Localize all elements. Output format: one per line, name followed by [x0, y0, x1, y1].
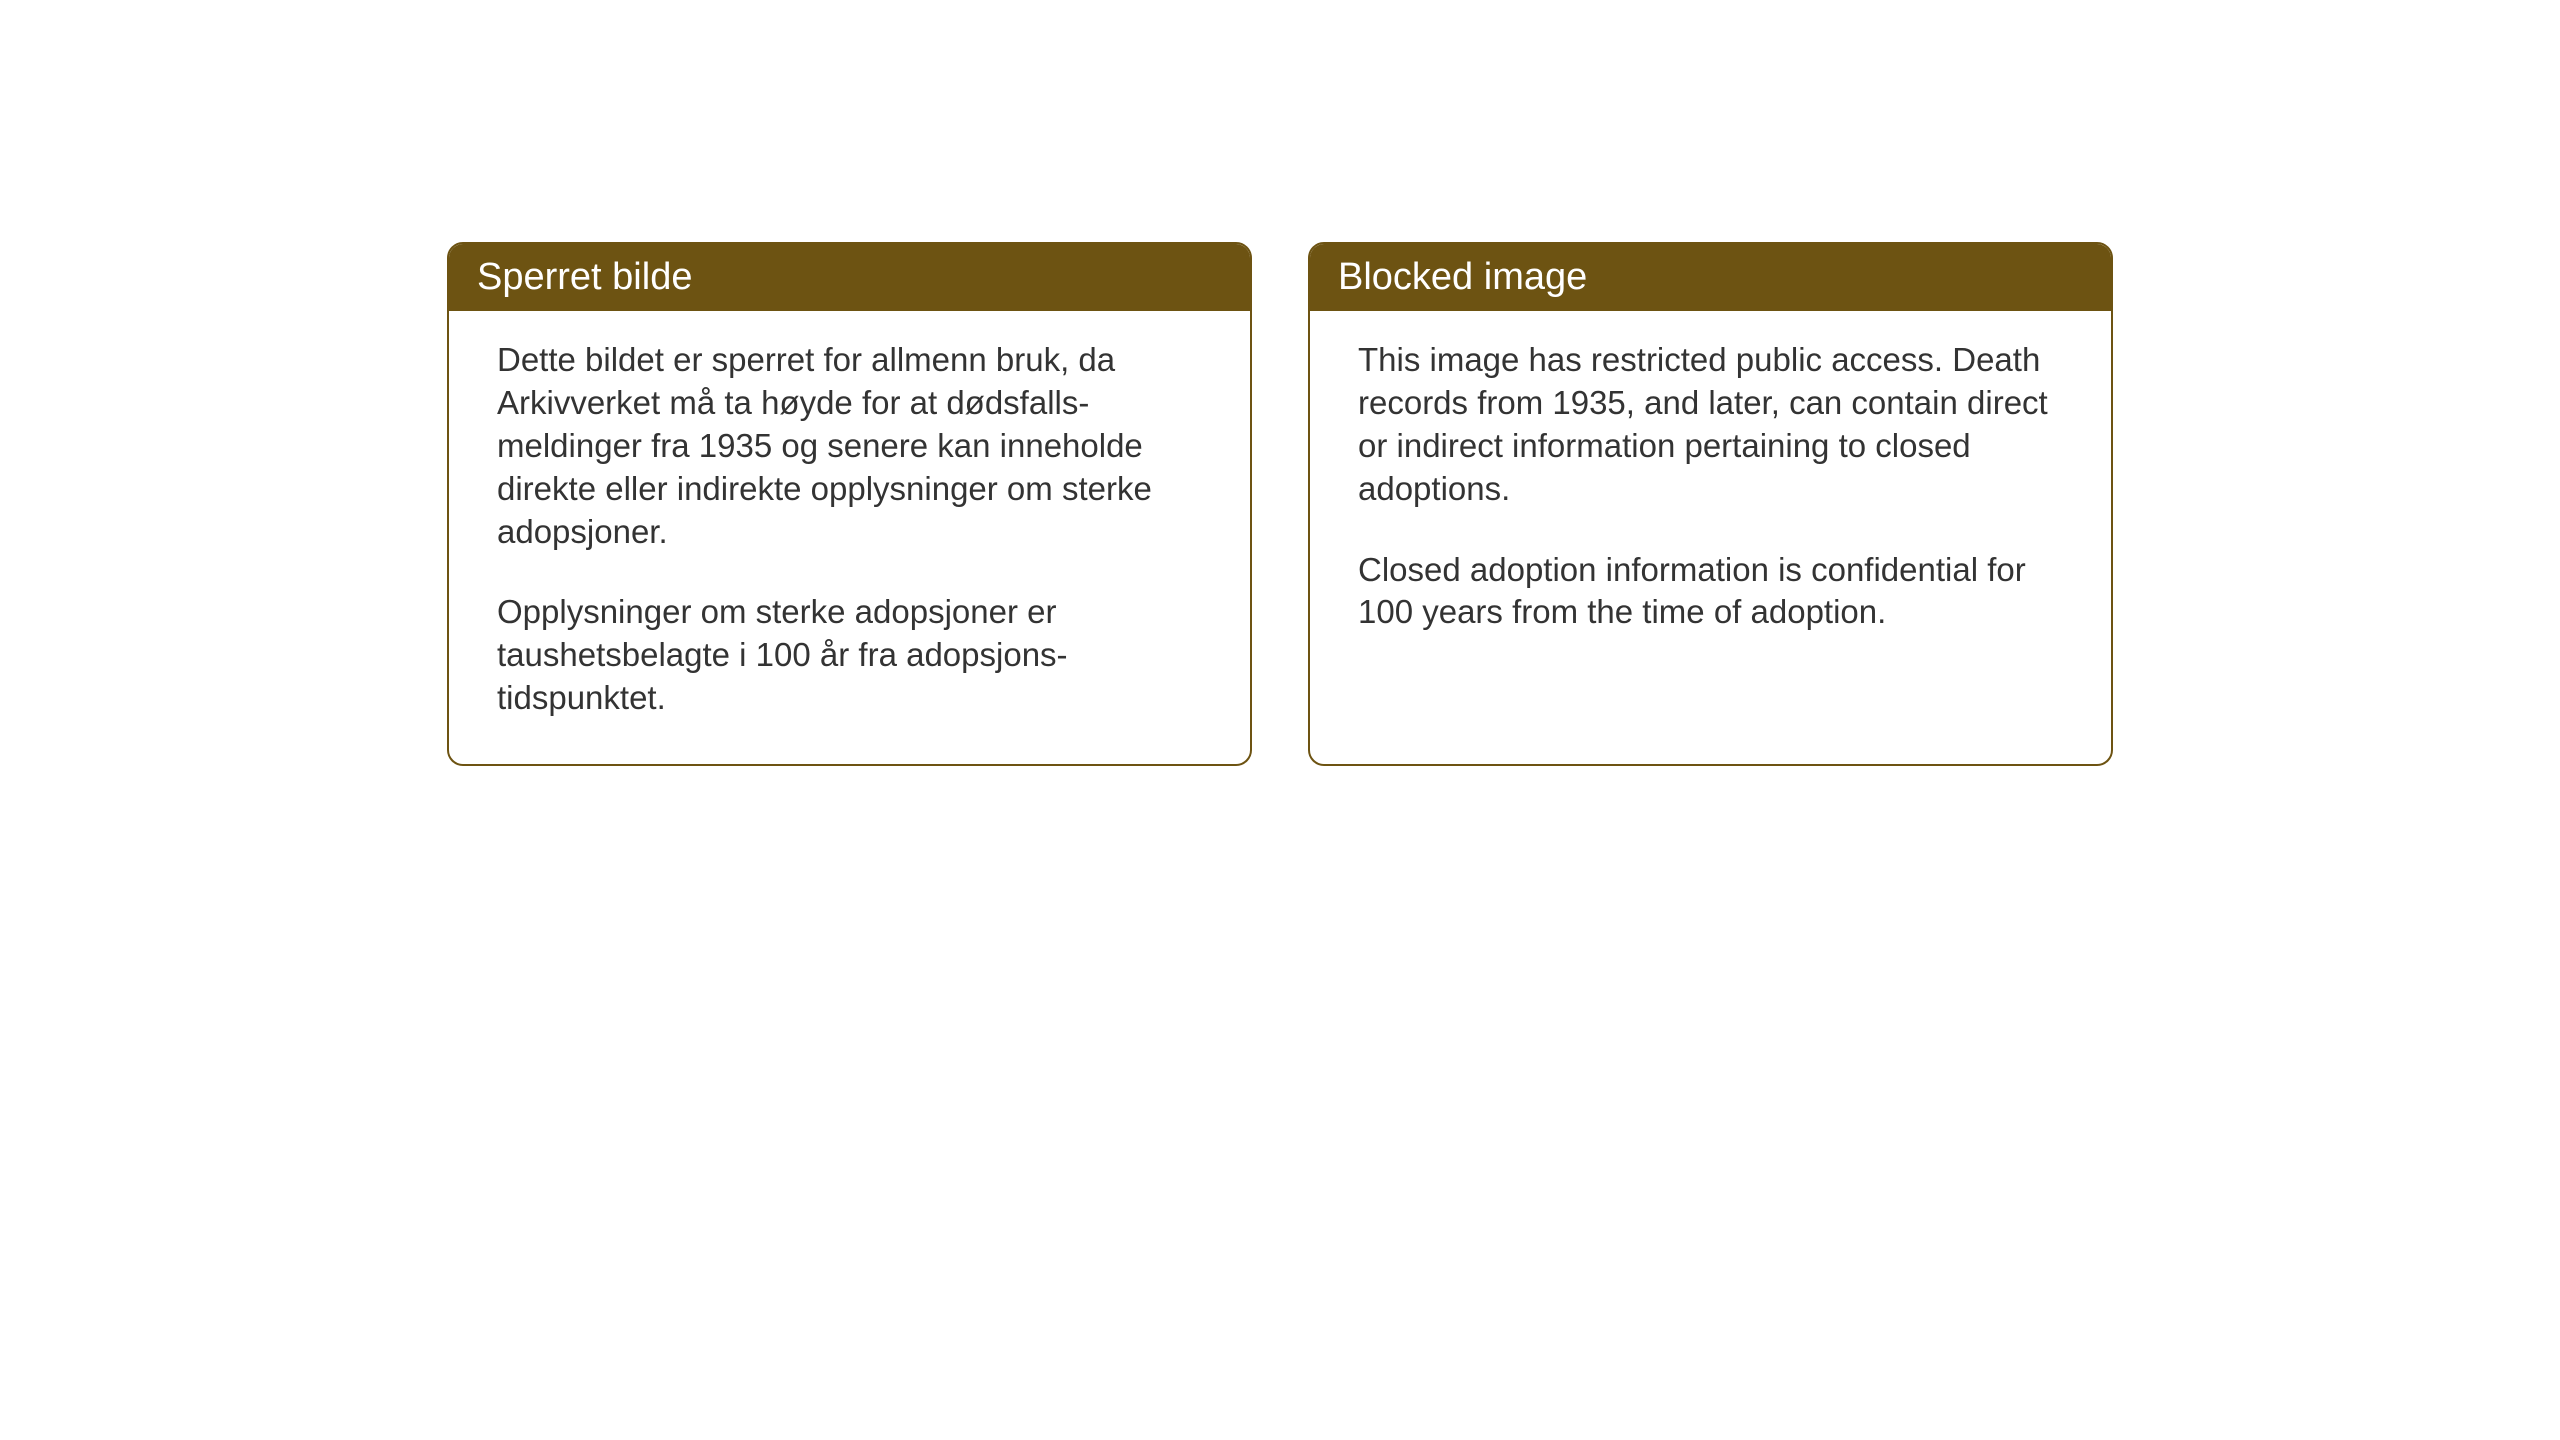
paragraph-2-norwegian: Opplysninger om sterke adopsjoner er tau…: [497, 591, 1202, 720]
paragraph-1-english: This image has restricted public access.…: [1358, 339, 2063, 511]
notice-card-english: Blocked image This image has restricted …: [1308, 242, 2113, 766]
paragraph-2-english: Closed adoption information is confident…: [1358, 549, 2063, 635]
card-header-norwegian: Sperret bilde: [449, 244, 1250, 311]
notice-card-norwegian: Sperret bilde Dette bildet er sperret fo…: [447, 242, 1252, 766]
card-title-norwegian: Sperret bilde: [477, 256, 692, 298]
card-body-english: This image has restricted public access.…: [1310, 311, 2111, 678]
paragraph-1-norwegian: Dette bildet er sperret for allmenn bruk…: [497, 339, 1202, 553]
card-body-norwegian: Dette bildet er sperret for allmenn bruk…: [449, 311, 1250, 764]
notice-container: Sperret bilde Dette bildet er sperret fo…: [447, 242, 2113, 766]
card-title-english: Blocked image: [1338, 256, 1587, 298]
card-header-english: Blocked image: [1310, 244, 2111, 311]
